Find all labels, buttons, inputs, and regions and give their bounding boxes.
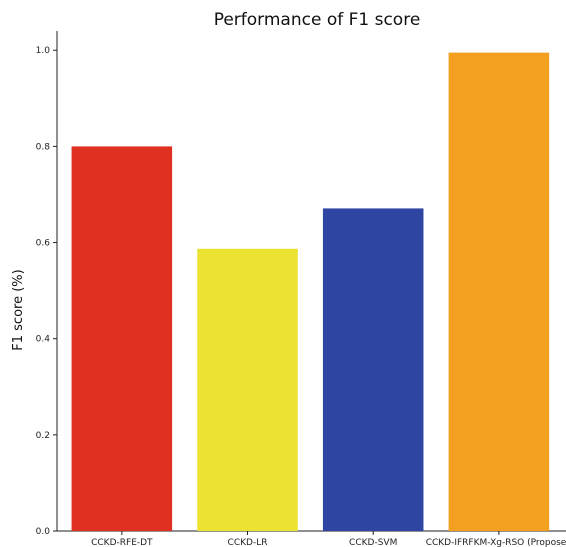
y-tick-label: 0.4 xyxy=(36,335,51,345)
bar-cckd-rfe-dt xyxy=(71,146,173,531)
bars xyxy=(71,52,550,532)
y-ticks: 0.0 0.2 0.4 0.6 0.8 1.0 xyxy=(36,46,57,537)
x-tick-label: CCKD-IFRFKM-Xg-RSO (Proposed xyxy=(426,538,566,547)
y-tick-label: 0.0 xyxy=(36,527,51,537)
bar-cckd-lr xyxy=(197,248,298,532)
x-tick-label: CCKD-LR xyxy=(228,538,268,547)
y-tick-label: 0.2 xyxy=(36,431,50,441)
chart-title: Performance of F1 score xyxy=(214,10,421,30)
y-tick-label: 0.6 xyxy=(36,239,51,249)
x-tick-label: CCKD-SVM xyxy=(349,538,397,547)
x-tick-label: CCKD-RFE-DT xyxy=(91,538,153,547)
x-tick-labels: CCKD-RFE-DT CCKD-LR CCKD-SVM CCKD-IFRFKM-Xg… xyxy=(91,531,566,547)
y-tick-label: 1.0 xyxy=(36,46,51,56)
y-axis-label: F1 score (%) xyxy=(11,269,26,350)
bar-cckd-ifrfkm-xg-rso-proposed xyxy=(448,52,550,532)
y-tick-label: 0.8 xyxy=(36,142,51,152)
bar-cckd-svm xyxy=(322,208,424,531)
